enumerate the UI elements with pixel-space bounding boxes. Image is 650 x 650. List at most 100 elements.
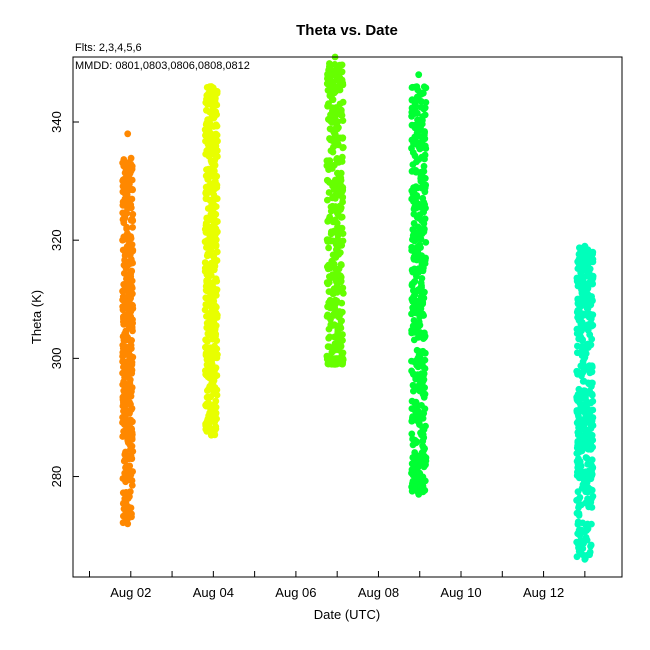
data-point [129,316,136,323]
x-tick-label: Aug 04 [193,585,234,600]
data-point [575,495,583,502]
data-point [421,288,428,296]
data-point [408,243,416,251]
data-point [339,290,347,297]
data-point [119,306,127,314]
data-point [588,390,596,398]
data-point [421,365,429,372]
data-point [213,257,221,264]
data-point [210,389,218,397]
data-point [583,305,591,312]
data-point [411,329,419,336]
data-point [331,61,339,68]
data-point [324,102,331,110]
data-point [337,106,345,114]
data-point [420,83,428,91]
data-point [581,353,589,361]
data-point [205,324,213,332]
data-point [584,340,592,348]
data-point [416,255,423,263]
data-point [420,264,427,272]
data-point [334,139,341,147]
data-point [325,244,332,252]
data-point [587,446,595,453]
data-point [414,223,422,231]
data-point [332,300,340,307]
data-point [125,421,133,429]
data-point [209,201,217,208]
data-point [211,409,219,417]
data-point [583,454,591,462]
data-point [412,192,419,200]
x-tick-label: Aug 06 [275,585,316,600]
data-point [410,460,418,467]
data-point [209,114,217,122]
data-point [586,369,594,377]
data-point [331,265,339,272]
data-point [128,284,136,292]
data-point [584,326,592,334]
data-point [328,126,335,133]
data-point [573,408,581,416]
data-point [574,370,581,378]
data-point [333,66,340,74]
data-point [210,150,218,158]
data-point [128,337,136,344]
data-point [122,261,130,268]
data-point [126,355,134,363]
series-5-points [573,242,597,563]
data-point [419,194,427,202]
data-point [574,342,581,350]
data-point [338,111,345,119]
data-point [207,354,214,361]
data-point [421,184,429,192]
data-point [411,436,419,444]
dates-annotation: MMDD: 0801,0803,0806,0808,0812 [75,60,250,72]
flights-annotation: Flts: 2,3,4,5,6 [75,42,142,54]
data-point [577,501,585,509]
data-point [588,335,596,343]
data-point-max [207,83,215,90]
data-point [202,188,210,196]
data-point [119,201,127,209]
data-point [414,230,422,238]
data-point [580,434,588,442]
data-point [575,526,583,534]
data-point [575,544,582,552]
data-point [203,418,211,426]
data-point [213,372,221,379]
data-point [584,285,592,292]
data-point [211,239,219,247]
series-3-points [323,53,347,368]
data-point [122,474,130,481]
data-point [582,469,590,477]
data-point [212,303,220,311]
data-point [411,265,418,273]
x-axis-label: Date (UTC) [314,607,380,622]
data-point [326,60,333,67]
data-point [337,169,345,177]
data-point [128,259,136,266]
data-point [416,89,424,97]
data-point [419,479,427,486]
data-point [414,334,422,341]
data-point [415,132,423,140]
data-point [333,219,341,227]
data-point [119,177,127,185]
data-point [337,277,345,285]
data-point [574,488,582,496]
data-point [420,393,428,401]
data-point [575,313,583,321]
data-point [587,542,594,550]
y-tick-label: 340 [49,111,64,133]
data-point [329,107,336,115]
data-point [417,244,424,252]
data-point [209,335,217,343]
data-point [123,191,131,199]
data-point [573,538,581,546]
data-point [122,311,129,319]
data-point [121,451,129,458]
data-point [415,351,423,359]
data-point [409,322,417,330]
data-point [207,210,215,218]
